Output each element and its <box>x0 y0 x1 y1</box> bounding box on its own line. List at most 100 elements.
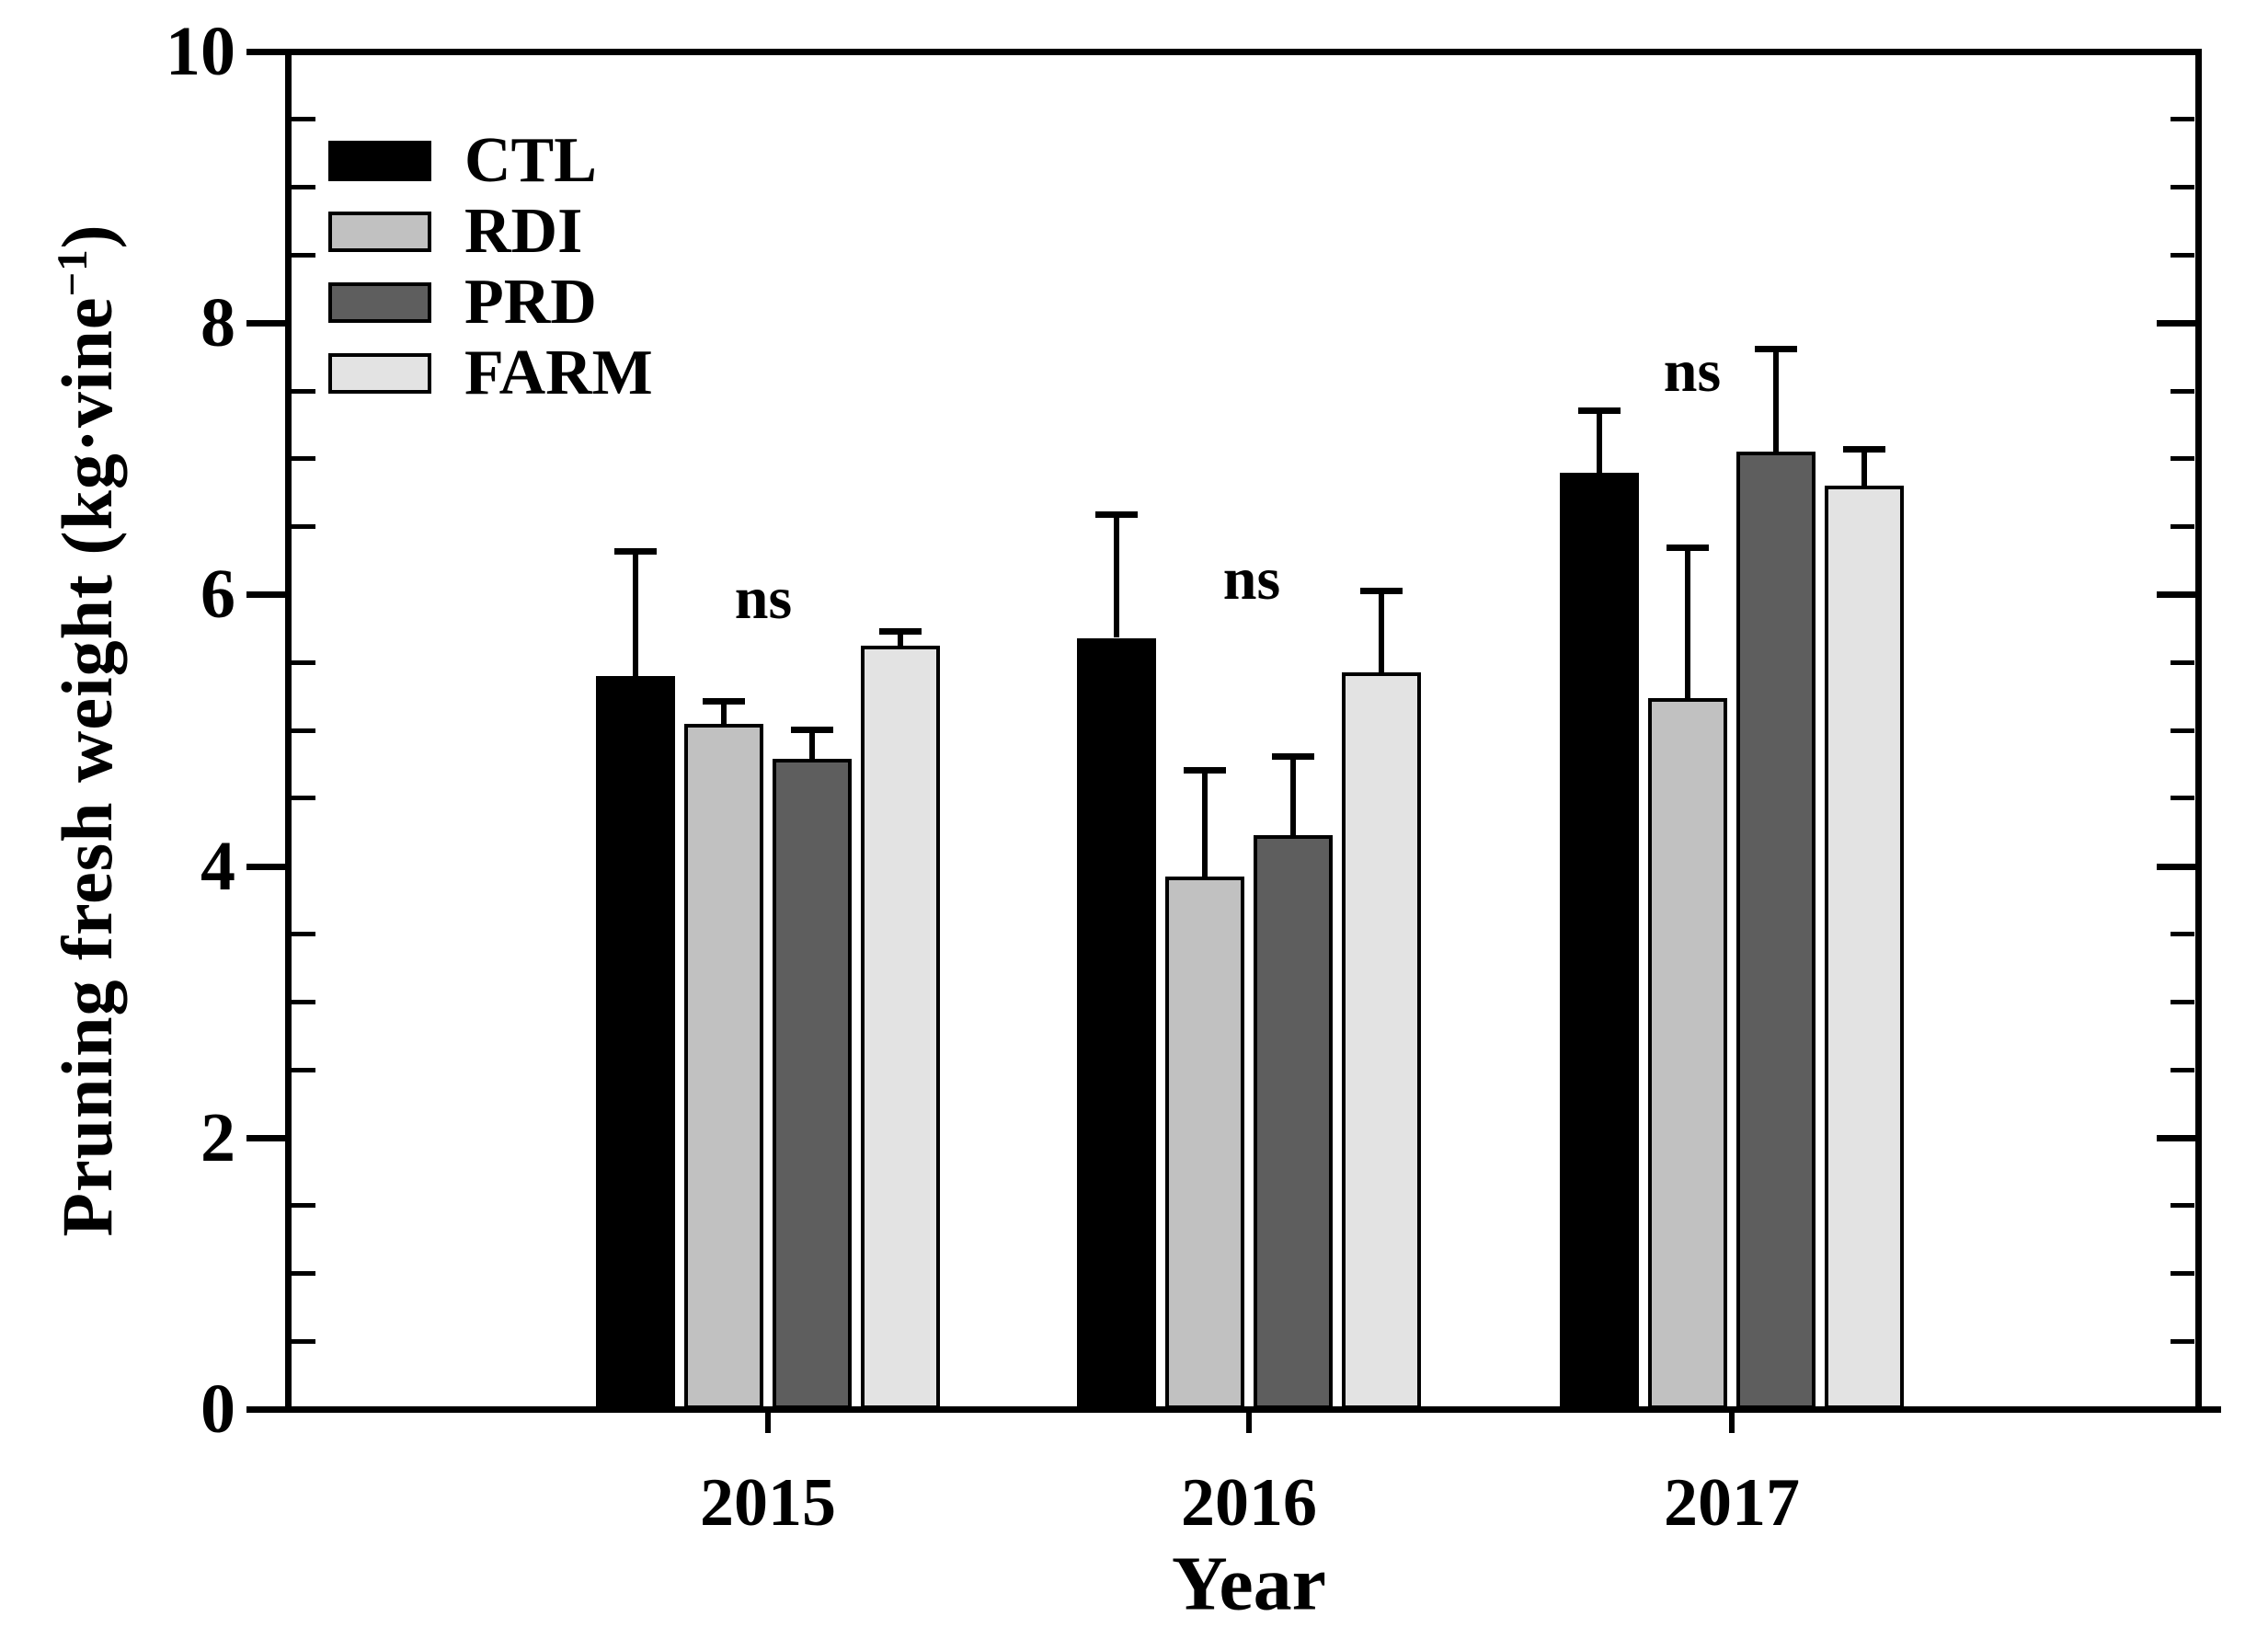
error-bar-cap-RDI-2015 <box>703 698 745 705</box>
y-minor-tick <box>292 932 315 936</box>
error-bar-cap-RDI-2016 <box>1184 767 1226 774</box>
error-bar-cap-PRD-2017 <box>1755 346 1797 352</box>
error-bar-stem-CTL-2017 <box>1597 410 1602 473</box>
right-minor-tick <box>2171 253 2194 258</box>
y-minor-tick <box>292 456 315 461</box>
bar-CTL-2015 <box>596 676 675 1409</box>
right-major-tick-6 <box>2157 591 2198 598</box>
x-tick-label-2015: 2015 <box>700 1465 836 1541</box>
y-minor-tick <box>292 389 315 394</box>
y-minor-tick <box>292 1339 315 1344</box>
y-minor-tick <box>292 524 315 529</box>
y-axis-title-text: Pruning fresh weight (kg·vine <box>47 296 127 1237</box>
legend-item-FARM: FARM <box>328 341 653 406</box>
right-border <box>2195 49 2202 1413</box>
y-minor-tick <box>292 1271 315 1276</box>
y-tick-label-10: 10 <box>166 13 235 90</box>
right-major-tick-10 <box>2157 49 2198 55</box>
y-minor-tick <box>292 1203 315 1208</box>
error-bar-cap-FARM-2017 <box>1843 446 1885 453</box>
legend-label-PRD: PRD <box>464 267 597 338</box>
annotation-2017: ns <box>1663 338 1722 405</box>
legend-swatch-CTL <box>328 141 431 181</box>
right-major-tick-0 <box>2157 1406 2198 1413</box>
bar-PRD-2015 <box>773 759 852 1409</box>
error-bar-cap-PRD-2016 <box>1272 753 1314 760</box>
y-major-tick-0 <box>246 1406 288 1413</box>
error-bar-cap-PRD-2015 <box>791 727 833 733</box>
y-major-tick-4 <box>246 864 288 870</box>
legend-item-CTL: CTL <box>328 129 597 193</box>
bar-PRD-2017 <box>1736 452 1816 1409</box>
error-bar-stem-CTL-2015 <box>633 551 638 676</box>
y-axis-title-close: ) <box>47 224 127 249</box>
y-axis-line <box>285 49 292 1413</box>
right-minor-tick <box>2171 185 2194 189</box>
bar-RDI-2015 <box>684 724 763 1409</box>
legend-item-RDI: RDI <box>328 200 582 264</box>
legend-swatch-RDI <box>328 212 431 252</box>
right-minor-tick <box>2171 1000 2194 1004</box>
right-major-tick-2 <box>2157 1135 2198 1141</box>
x-tick-label-2016: 2016 <box>1181 1465 1317 1541</box>
error-bar-stem-RDI-2015 <box>721 701 727 724</box>
right-minor-tick <box>2171 796 2194 800</box>
bar-PRD-2016 <box>1254 835 1333 1409</box>
error-bar-stem-RDI-2016 <box>1202 770 1208 877</box>
error-bar-cap-CTL-2015 <box>614 548 657 555</box>
y-tick-label-2: 2 <box>200 1099 235 1176</box>
x-axis-line <box>285 1406 2221 1413</box>
x-axis-title: Year <box>1172 1541 1326 1627</box>
error-bar-stem-CTL-2016 <box>1114 514 1119 637</box>
error-bar-cap-CTL-2017 <box>1578 407 1621 414</box>
x-tick-2017 <box>1729 1413 1735 1433</box>
right-minor-tick <box>2171 1271 2194 1276</box>
error-bar-cap-FARM-2016 <box>1360 588 1403 594</box>
legend-label-RDI: RDI <box>464 196 583 267</box>
bar-RDI-2017 <box>1648 698 1727 1409</box>
y-minor-tick <box>292 728 315 733</box>
y-minor-tick <box>292 1068 315 1072</box>
y-tick-label-8: 8 <box>200 284 235 361</box>
legend-swatch-PRD <box>328 282 431 323</box>
y-minor-tick <box>292 660 315 665</box>
right-minor-tick <box>2171 1339 2194 1344</box>
error-bar-stem-FARM-2016 <box>1379 590 1384 672</box>
error-bar-stem-PRD-2016 <box>1290 756 1296 835</box>
y-major-tick-10 <box>246 49 288 55</box>
error-bar-stem-FARM-2017 <box>1861 449 1867 486</box>
right-minor-tick <box>2171 1203 2194 1208</box>
error-bar-stem-PRD-2015 <box>809 729 815 759</box>
right-minor-tick <box>2171 932 2194 936</box>
bar-FARM-2016 <box>1342 672 1421 1409</box>
annotation-2015: ns <box>734 565 793 632</box>
y-minor-tick <box>292 185 315 189</box>
right-minor-tick <box>2171 524 2194 529</box>
right-minor-tick <box>2171 117 2194 121</box>
legend-swatch-FARM <box>328 353 431 394</box>
legend-label-FARM: FARM <box>464 338 653 408</box>
y-minor-tick <box>292 117 315 121</box>
y-tick-label-0: 0 <box>200 1370 235 1448</box>
right-minor-tick <box>2171 728 2194 733</box>
error-bar-cap-RDI-2017 <box>1667 545 1709 551</box>
right-major-tick-8 <box>2157 320 2198 327</box>
y-minor-tick <box>292 1000 315 1004</box>
error-bar-cap-CTL-2016 <box>1095 511 1138 518</box>
x-tick-2015 <box>765 1413 771 1433</box>
legend-item-PRD: PRD <box>328 270 597 335</box>
right-minor-tick <box>2171 1068 2194 1072</box>
x-tick-label-2017: 2017 <box>1664 1465 1800 1541</box>
right-major-tick-4 <box>2157 864 2198 870</box>
top-border <box>285 49 2202 55</box>
error-bar-stem-RDI-2017 <box>1685 547 1690 698</box>
annotation-2016: ns <box>1222 545 1281 613</box>
bar-FARM-2017 <box>1825 486 1904 1409</box>
right-minor-tick <box>2171 389 2194 394</box>
error-bar-stem-FARM-2015 <box>898 631 903 646</box>
bar-CTL-2017 <box>1560 473 1639 1409</box>
error-bar-cap-FARM-2015 <box>879 628 922 635</box>
error-bar-stem-PRD-2017 <box>1773 349 1779 452</box>
y-major-tick-8 <box>246 320 288 327</box>
